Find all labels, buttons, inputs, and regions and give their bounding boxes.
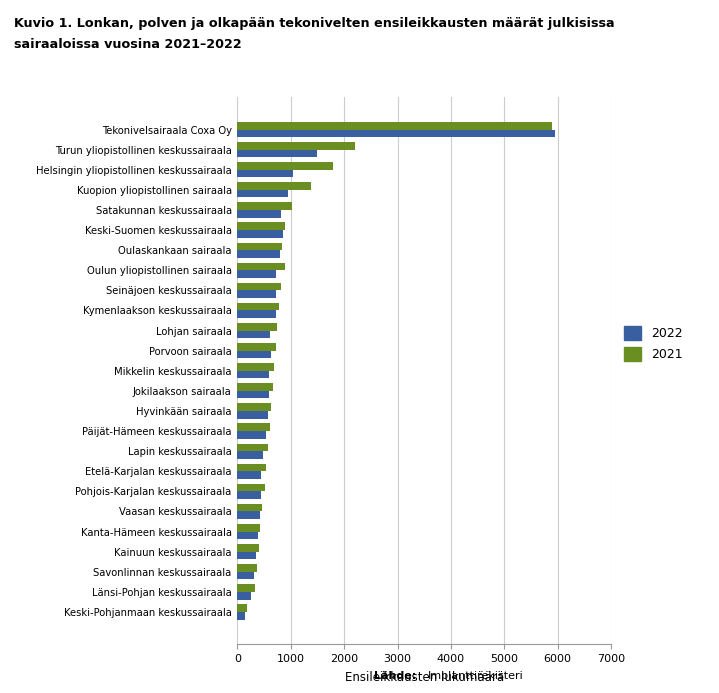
Bar [237,423,270,431]
Bar [237,222,285,230]
Bar [237,202,293,210]
Bar [237,351,272,358]
Text: Implanttirekisteri: Implanttirekisteri [428,671,523,681]
Bar [237,130,555,137]
Bar [237,323,278,331]
Bar [237,391,269,398]
X-axis label: Ensileikkausten lukumäärä: Ensileikkausten lukumäärä [344,671,504,684]
Bar [237,444,268,451]
Bar [237,464,265,471]
Bar [237,250,280,258]
Bar [237,403,272,411]
Bar [237,572,255,579]
Bar [237,363,274,371]
Bar [237,371,270,378]
Bar [237,511,260,519]
Bar [237,290,276,298]
Bar [237,170,293,177]
Bar [237,122,552,130]
Bar [237,504,262,511]
Bar [237,303,279,310]
Bar [237,182,311,190]
Bar [237,210,281,218]
Bar [237,524,260,532]
Bar [237,552,256,559]
Bar [237,263,285,270]
Bar [237,283,280,290]
Bar [237,162,334,170]
Bar [237,310,275,318]
Bar [237,564,257,572]
Bar [237,451,263,459]
Bar [237,150,317,157]
Bar [237,411,267,419]
Bar [237,532,257,539]
Bar [237,142,354,150]
Text: sairaaloissa vuosina 2021–2022: sairaaloissa vuosina 2021–2022 [14,38,242,51]
Text: Kuvio 1. Lonkan, polven ja olkapään tekonivelten ensileikkausten määrät julkisis: Kuvio 1. Lonkan, polven ja olkapään teko… [14,17,615,30]
Legend: 2022, 2021: 2022, 2021 [618,321,688,366]
Bar [237,484,265,491]
Bar [237,243,282,250]
Bar [237,331,270,338]
Bar [237,612,245,620]
Bar [237,491,261,499]
Bar [237,190,288,198]
Text: Lähde:: Lähde: [374,671,416,681]
Bar [237,592,251,599]
Bar [237,544,259,552]
Bar [237,604,247,612]
Bar [237,471,261,479]
Bar [237,230,283,238]
Bar [237,383,273,391]
Bar [237,431,265,439]
Bar [237,343,275,351]
Bar [237,584,255,592]
Bar [237,270,275,278]
